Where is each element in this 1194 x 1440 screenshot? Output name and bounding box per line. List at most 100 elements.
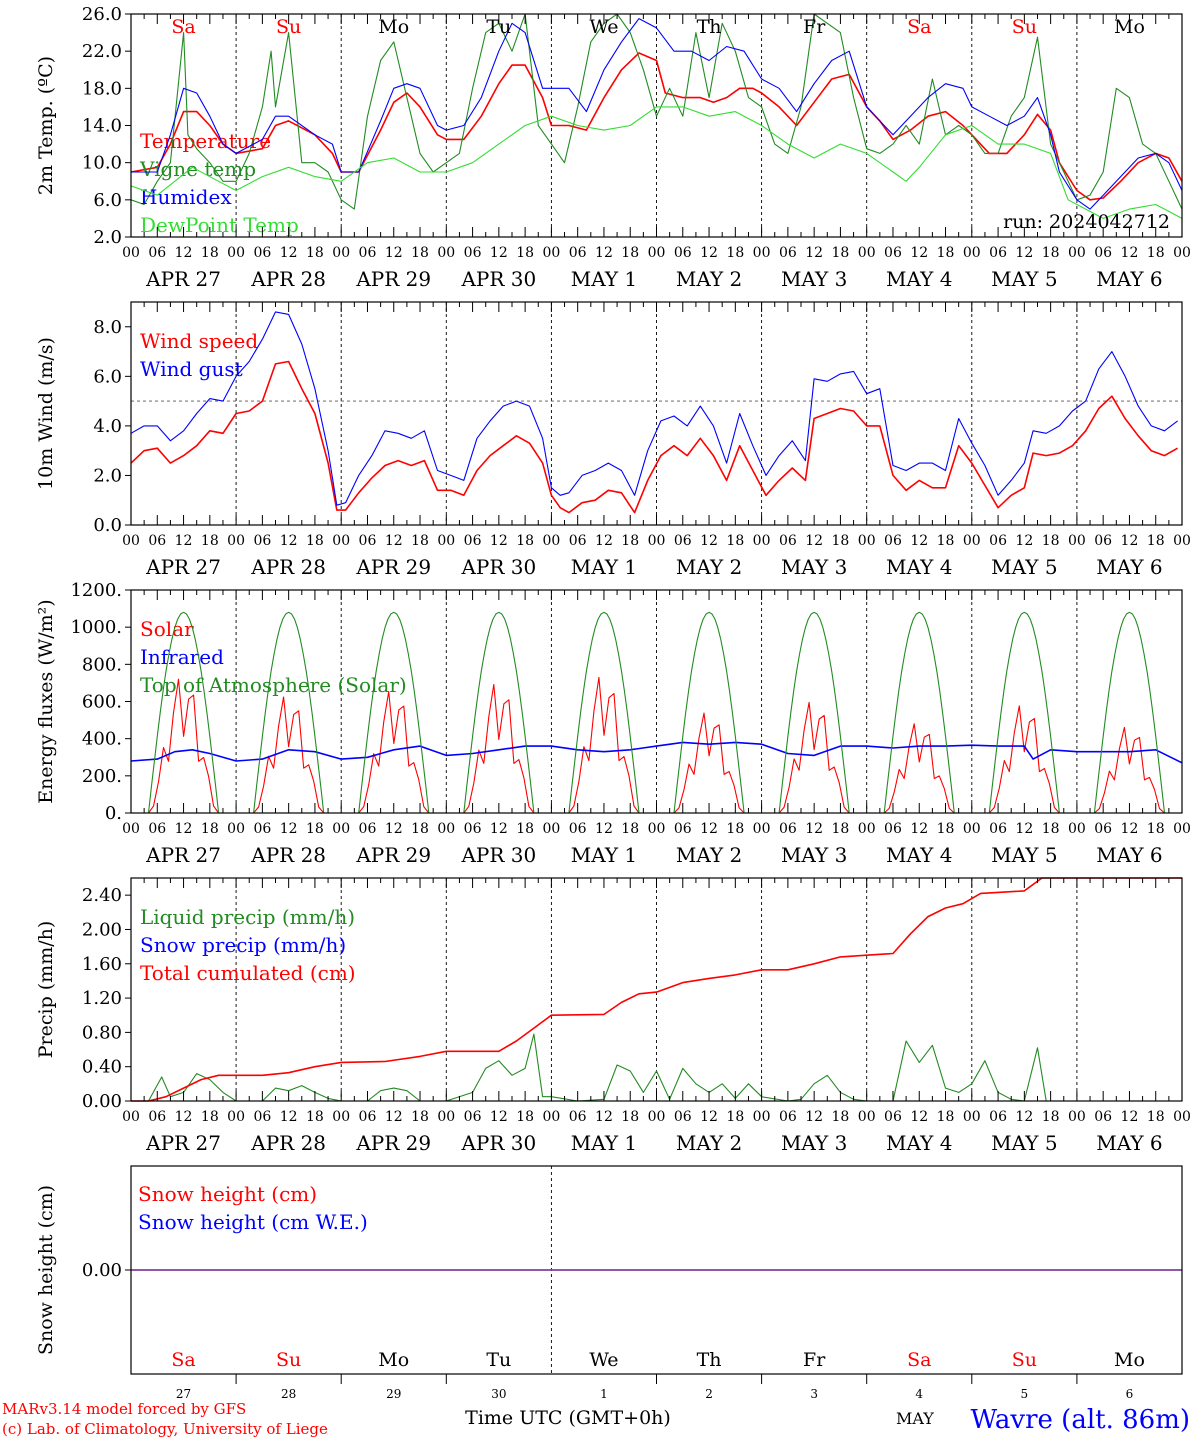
x-hour-label: 18 — [1042, 245, 1060, 261]
x-hour-label: 18 — [201, 1109, 219, 1125]
y-tick-label: 2.40 — [82, 885, 122, 906]
x-date-label: MAY 2 — [676, 843, 742, 867]
x-hour-label: 00 — [122, 533, 140, 549]
x-hour-label: 00 — [1068, 821, 1086, 837]
day-number-label: 6 — [1126, 1387, 1134, 1401]
x-hour-label: 12 — [595, 821, 613, 837]
x-date-label: MAY 3 — [781, 267, 847, 291]
weekday-label-top: Sa — [907, 16, 931, 38]
x-hour-label: 00 — [437, 533, 455, 549]
weekday-label-top: Su — [276, 16, 301, 38]
x-date-label: MAY 5 — [991, 1131, 1057, 1155]
x-hour-label: 06 — [569, 533, 587, 549]
x-hour-label: 18 — [411, 821, 429, 837]
x-hour-label: 12 — [490, 533, 508, 549]
x-hour-label: 06 — [1094, 533, 1112, 549]
x-hour-label: 18 — [621, 1109, 639, 1125]
x-hour-label: 12 — [910, 245, 928, 261]
x-hour-label: 12 — [1015, 245, 1033, 261]
y-tick-label: 0.80 — [82, 1022, 122, 1043]
weekday-label-bottom: Sa — [907, 1349, 931, 1371]
day-number-label: 29 — [386, 1387, 401, 1401]
series-line-solar — [131, 676, 1182, 814]
station-name: Wavre (alt. 86m) — [970, 1405, 1190, 1435]
x-hour-label: 06 — [674, 1109, 692, 1125]
x-hour-label: 12 — [175, 821, 193, 837]
footer: MARv3.14 model forced by GFS (c) Lab. of… — [2, 1400, 1190, 1438]
x-hour-label: 06 — [989, 533, 1007, 549]
y-tick-label: 8.0 — [93, 317, 122, 338]
x-date-label: APR 29 — [355, 267, 431, 291]
x-hour-label: 18 — [832, 533, 850, 549]
x-hour-label: 12 — [1121, 1109, 1139, 1125]
weekday-label-bottom: Su — [1012, 1349, 1037, 1371]
x-hour-label: 06 — [253, 1109, 271, 1125]
x-hour-label: 18 — [832, 245, 850, 261]
x-hour-label: 00 — [1173, 821, 1191, 837]
x-hour-label: 00 — [963, 1109, 981, 1125]
x-hour-label: 18 — [516, 533, 534, 549]
x-hour-label: 06 — [148, 821, 166, 837]
series-line-humidex — [131, 18, 1183, 210]
x-hour-label: 00 — [332, 245, 350, 261]
x-hour-label: 12 — [1121, 821, 1139, 837]
x-hour-label: 00 — [1068, 245, 1086, 261]
series-line-liquid-precip-mm-h- — [131, 1033, 1182, 1102]
x-hour-label: 18 — [201, 533, 219, 549]
x-hour-label: 00 — [437, 1109, 455, 1125]
weekday-label-top: Th — [697, 16, 722, 38]
x-date-label: APR 27 — [145, 1131, 221, 1155]
x-hour-label: 12 — [910, 533, 928, 549]
x-hour-label: 06 — [464, 1109, 482, 1125]
day-number-label: 3 — [810, 1387, 818, 1401]
x-hour-label: 12 — [175, 533, 193, 549]
x-hour-label: 12 — [910, 1109, 928, 1125]
legend-entry: Liquid precip (mm/h) — [140, 905, 355, 929]
x-hour-label: 06 — [148, 533, 166, 549]
x-hour-label: 12 — [1121, 533, 1139, 549]
x-hour-label: 18 — [1042, 821, 1060, 837]
x-hour-label: 06 — [989, 1109, 1007, 1125]
x-hour-label: 18 — [1042, 1109, 1060, 1125]
x-hour-label: 00 — [1173, 245, 1191, 261]
x-date-label: MAY 2 — [676, 267, 742, 291]
x-hour-label: 18 — [621, 533, 639, 549]
day-number-label: 4 — [915, 1387, 923, 1401]
x-hour-label: 06 — [359, 821, 377, 837]
x-hour-label: 00 — [753, 821, 771, 837]
x-hour-label: 00 — [648, 821, 666, 837]
x-hour-label: 12 — [805, 821, 823, 837]
x-hour-label: 00 — [648, 245, 666, 261]
x-date-label: MAY 5 — [991, 267, 1057, 291]
day-number-label: 1 — [600, 1387, 608, 1401]
x-hour-label: 06 — [253, 821, 271, 837]
series-line-vigne-temp — [130, 13, 1183, 210]
y-axis-title: 2m Temp. (ºC) — [35, 56, 57, 195]
legend-entry: Temperature — [140, 129, 271, 153]
x-hour-label: 12 — [280, 245, 298, 261]
plot-frame — [130, 301, 1183, 526]
day-number-label: 2 — [705, 1387, 713, 1401]
weekday-label-bottom: Mo — [378, 1349, 409, 1371]
x-hour-label: 18 — [937, 533, 955, 549]
x-hour-label: 18 — [201, 821, 219, 837]
x-hour-label: 00 — [858, 533, 876, 549]
x-date-label: MAY 4 — [886, 843, 952, 867]
x-hour-label: 06 — [1094, 821, 1112, 837]
x-hour-label: 00 — [1173, 533, 1191, 549]
x-hour-label: 00 — [227, 245, 245, 261]
x-hour-label: 00 — [858, 245, 876, 261]
y-axis-title: 10m Wind (m/s) — [35, 337, 57, 490]
y-tick-label: 6.0 — [93, 190, 122, 211]
x-hour-label: 12 — [595, 245, 613, 261]
y-tick-label: 2.0 — [93, 227, 122, 248]
y-tick-label: 800. — [82, 654, 122, 675]
x-hour-label: 00 — [227, 1109, 245, 1125]
legend-entry: Humidex — [140, 185, 232, 209]
y-tick-label: 14.0 — [82, 116, 122, 137]
x-hour-label: 12 — [385, 821, 403, 837]
series-line-dewpoint-temp — [130, 106, 1183, 219]
x-hour-label: 00 — [542, 821, 560, 837]
x-hour-label: 18 — [1147, 1109, 1165, 1125]
y-tick-label: 2.00 — [82, 919, 122, 940]
